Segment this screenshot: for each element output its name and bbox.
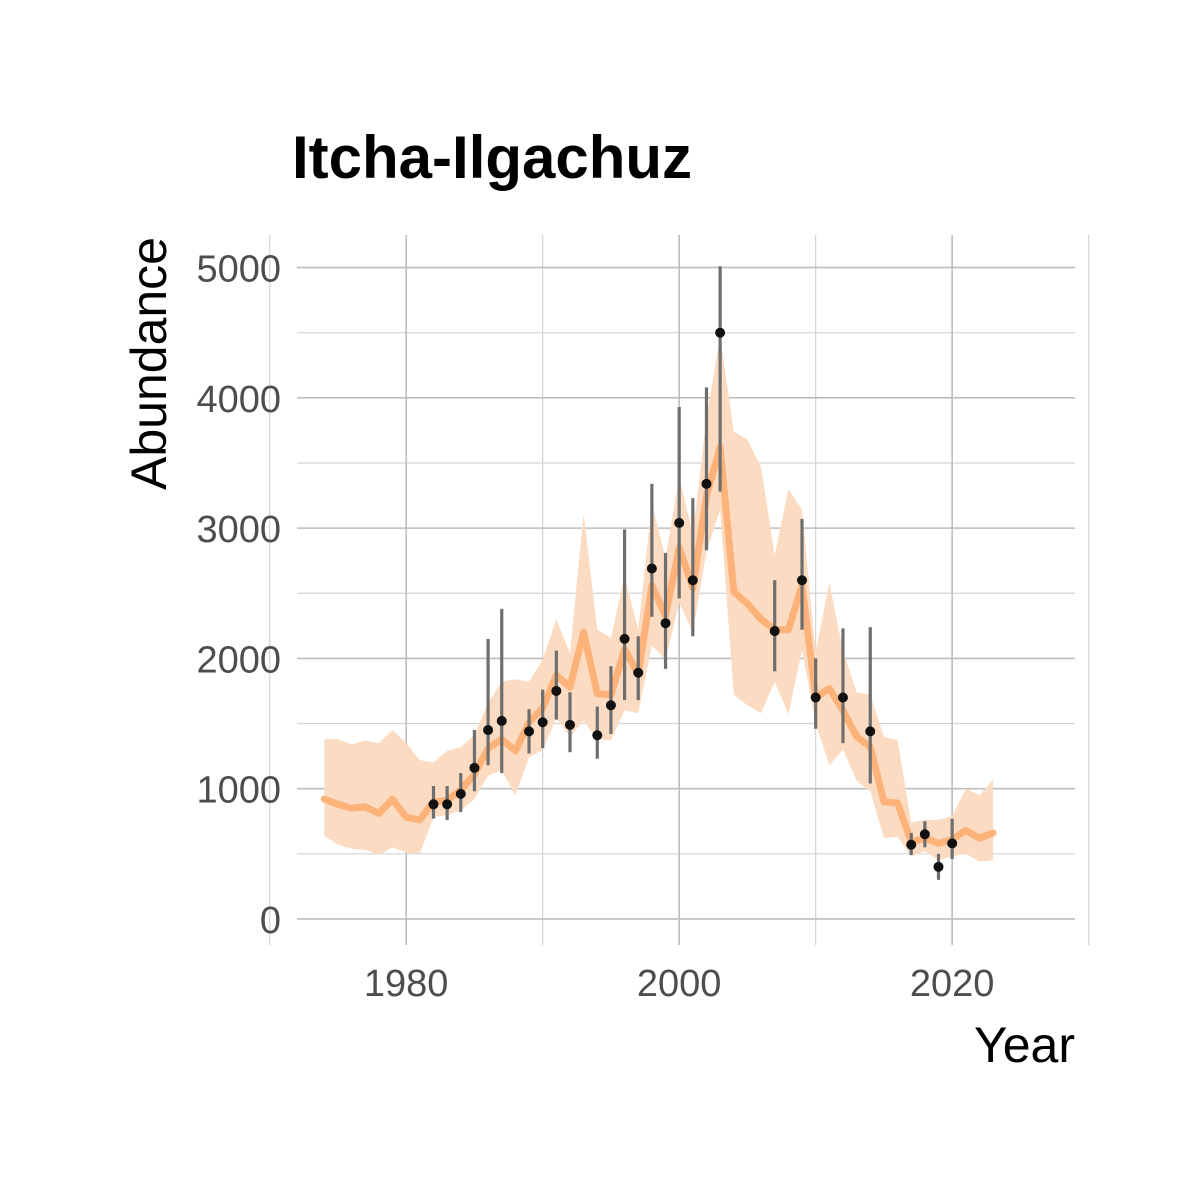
data-point xyxy=(592,730,603,741)
data-point xyxy=(865,726,876,737)
data-point xyxy=(469,762,480,773)
data-point xyxy=(660,618,671,629)
data-point xyxy=(715,327,726,338)
data-point xyxy=(933,861,944,872)
data-point xyxy=(564,719,575,730)
y-axis-title: Abundance xyxy=(121,237,177,490)
data-point xyxy=(442,799,453,810)
data-point xyxy=(537,717,548,728)
data-point xyxy=(455,788,466,799)
y-tick-label: 5000 xyxy=(196,249,281,291)
y-tick-label: 2000 xyxy=(196,639,281,681)
data-point xyxy=(947,838,958,849)
y-tick-label: 3000 xyxy=(196,509,281,551)
x-tick-label: 2000 xyxy=(637,963,722,1005)
data-point xyxy=(551,685,562,696)
x-tick-label: 1980 xyxy=(364,963,449,1005)
data-point xyxy=(919,829,930,840)
data-point xyxy=(483,725,494,736)
x-axis-ticks: 1980 2000 2020 xyxy=(364,963,995,1005)
data-point xyxy=(810,692,821,703)
y-tick-label: 0 xyxy=(260,900,281,942)
data-point xyxy=(496,715,507,726)
data-point xyxy=(524,726,535,737)
data-point xyxy=(701,478,712,489)
data-point xyxy=(837,692,848,703)
data-point xyxy=(646,563,657,574)
data-point xyxy=(633,667,644,678)
y-axis-ticks: 0 1000 2000 3000 4000 5000 xyxy=(196,249,281,942)
data-point xyxy=(605,700,616,711)
data-point xyxy=(619,633,630,644)
x-axis-title: Year xyxy=(974,1017,1075,1073)
data-point xyxy=(428,799,439,810)
data-point xyxy=(687,575,698,586)
data-point xyxy=(797,575,808,586)
observation-points-layer xyxy=(428,327,958,872)
chart-title: Itcha-Ilgachuz xyxy=(292,124,692,191)
y-tick-label: 4000 xyxy=(196,379,281,421)
data-point xyxy=(674,517,685,528)
data-point xyxy=(769,626,780,637)
y-tick-label: 1000 xyxy=(196,770,281,812)
grid xyxy=(269,235,1090,945)
data-point xyxy=(906,839,917,850)
x-tick-label: 2020 xyxy=(910,963,995,1005)
